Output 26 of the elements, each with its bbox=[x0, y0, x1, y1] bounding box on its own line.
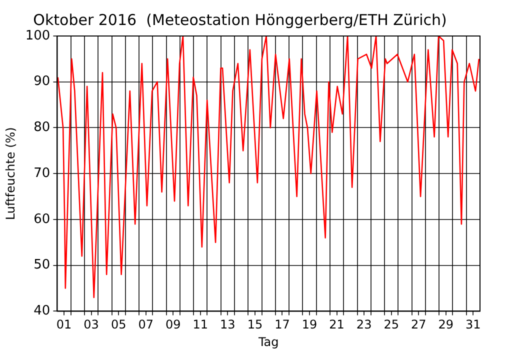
x-tick-label: 25 bbox=[384, 318, 399, 332]
chart-title: Oktober 2016 (Meteostation Hönggerberg/ETH Zürich) bbox=[33, 10, 447, 29]
x-tick-label: 13 bbox=[220, 318, 236, 332]
y-tick-label: 80 bbox=[34, 120, 50, 136]
x-tick-label: 31 bbox=[466, 318, 481, 332]
x-tick-label: 07 bbox=[138, 318, 154, 332]
x-tick-label: 05 bbox=[110, 318, 126, 332]
y-tick-label: 100 bbox=[25, 28, 50, 44]
y-tick-label: 40 bbox=[34, 304, 50, 319]
x-tick-label: 01 bbox=[56, 318, 72, 332]
x-tick-label: 15 bbox=[247, 318, 263, 332]
x-tick-label: 11 bbox=[192, 318, 208, 332]
x-tick-label: 17 bbox=[274, 318, 290, 332]
x-tick-label: 23 bbox=[356, 318, 372, 332]
x-tick-label: 19 bbox=[302, 318, 318, 332]
x-axis-title: Tag bbox=[257, 334, 279, 349]
x-tick-label: 27 bbox=[410, 318, 426, 332]
x-tick-label: 21 bbox=[329, 318, 344, 332]
y-tick-label: 50 bbox=[34, 258, 50, 273]
y-axis-title: Luftfeuchte (%) bbox=[3, 127, 18, 220]
x-tick-label: 29 bbox=[438, 318, 454, 332]
x-tick-label: 03 bbox=[84, 318, 99, 332]
y-tick-label: 60 bbox=[34, 212, 50, 227]
y-tick-label: 70 bbox=[34, 166, 50, 181]
x-tick-label: 09 bbox=[166, 318, 181, 332]
y-tick-label: 90 bbox=[34, 74, 50, 90]
